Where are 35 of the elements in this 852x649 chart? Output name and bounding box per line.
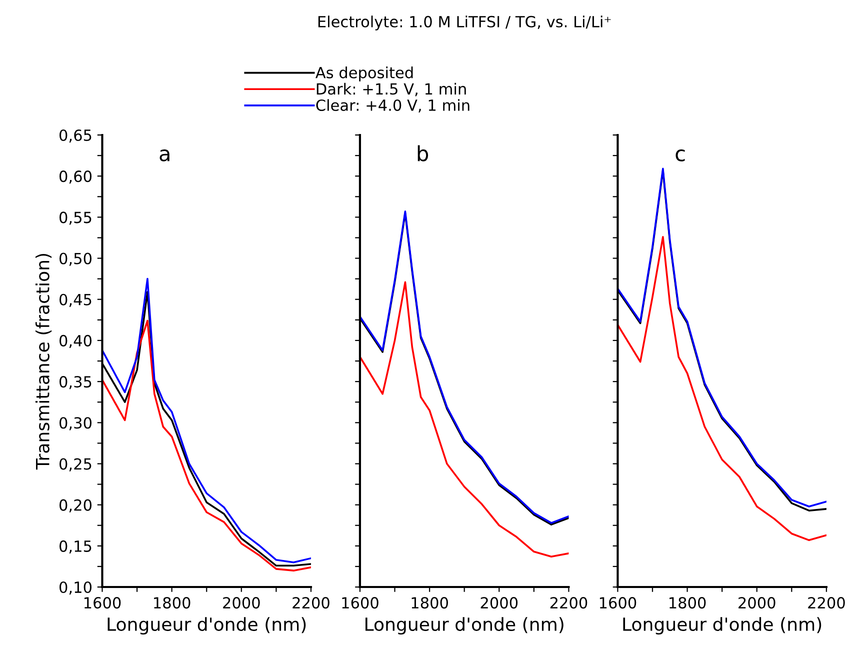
x-axis-title: Longueur d'onde (nm) [108, 617, 306, 635]
legend-label: Clear: +4.0 V, 1 min [316, 99, 470, 113]
chart-title: Electrolyte: 1.0 M LiTFSI / TG, vs. Li/Li⁺ [318, 16, 611, 30]
y-tick-label: 0,10 [60, 581, 92, 595]
annotation: c [676, 149, 685, 162]
y-tick-label: 0,65 [60, 129, 92, 143]
legend-label: Dark: +1.5 V, 1 min [316, 82, 466, 96]
x-tick-label: 1800 [154, 597, 190, 609]
y-tick-label: 0,35 [60, 376, 92, 390]
x-tick-label: 2200 [550, 597, 588, 609]
annotation: a [160, 149, 170, 162]
x-tick-label: 1600 [84, 597, 121, 609]
y-tick-label: 0,40 [60, 334, 92, 348]
y-tick-label: 0,20 [60, 499, 92, 512]
y-tick-label: 0,45 [60, 294, 92, 307]
y-tick-label: 0,55 [60, 212, 92, 225]
x-tick-label: 1600 [600, 597, 636, 609]
x-tick-label: 2200 [808, 597, 845, 609]
y-axis-title: Transmittance (fraction) [35, 254, 52, 470]
x-tick-label: 1800 [412, 597, 448, 609]
x-axis-title: Longueur d'onde (nm) [366, 617, 564, 635]
y-tick-label: 0,30 [60, 417, 92, 430]
x-tick-label: 2200 [292, 597, 330, 609]
x-axis-title: Longueur d'onde (nm) [623, 617, 822, 635]
x-tick-label: 2000 [738, 597, 776, 609]
x-tick-label: 1800 [670, 597, 706, 609]
x-tick-label: 1600 [342, 597, 378, 609]
y-tick-label: 0,60 [60, 170, 92, 184]
annotation: b [418, 145, 428, 162]
y-tick-label: 0,15 [60, 540, 92, 554]
legend-label: As deposited [316, 66, 413, 82]
y-tick-label: 0,25 [60, 458, 92, 472]
x-tick-label: 2000 [223, 597, 260, 609]
x-tick-label: 2000 [480, 597, 518, 609]
y-tick-label: 0,50 [60, 252, 92, 266]
